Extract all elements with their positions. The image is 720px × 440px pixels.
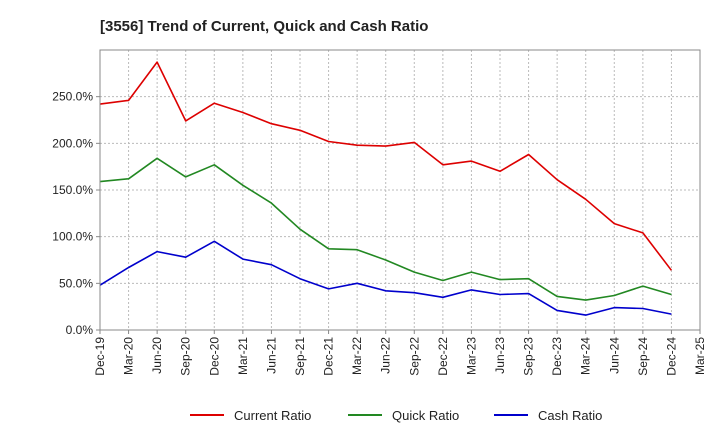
x-tick-label: Jun-21 <box>264 337 278 374</box>
x-tick-label: Sep-23 <box>522 337 536 376</box>
x-tick-label: Mar-20 <box>122 337 136 375</box>
x-tick-label: Mar-21 <box>236 337 250 375</box>
x-tick-label: Mar-25 <box>693 337 707 375</box>
chart-title: [3556] Trend of Current, Quick and Cash … <box>100 18 428 35</box>
y-tick-label: 200.0% <box>52 136 93 150</box>
series-line-cash-ratio <box>99 240 672 316</box>
y-axis: 0.0% 50.0% 100.0% 150.0% 200.0% 250.0% <box>52 90 100 337</box>
x-tick-label: Dec-22 <box>436 337 450 376</box>
x-tick-label: Dec-24 <box>664 337 678 376</box>
series-lines <box>99 61 673 316</box>
x-tick-label: Dec-19 <box>93 337 107 376</box>
grid <box>99 50 701 331</box>
y-tick-label: 250.0% <box>52 90 93 104</box>
x-tick-label: Jun-22 <box>379 337 393 374</box>
y-tick-label: 0.0% <box>66 323 94 337</box>
x-tick-label: Dec-23 <box>550 337 564 376</box>
y-tick-label: 150.0% <box>52 183 93 197</box>
x-tick-label: Sep-21 <box>293 337 307 376</box>
x-tick-label: Mar-23 <box>464 337 478 375</box>
x-axis: Dec-19 Mar-20 Jun-20 Sep-20 Dec-20 Mar-21 Jun-… <box>93 330 707 376</box>
x-tick-label: Jun-20 <box>150 337 164 374</box>
x-tick-label: Sep-20 <box>179 337 193 376</box>
x-tick-label: Mar-24 <box>579 337 593 375</box>
y-tick-label: 100.0% <box>52 230 93 244</box>
x-tick-label: Jun-23 <box>493 337 507 374</box>
series-line-current-ratio <box>99 61 673 271</box>
legend: Current Ratio Quick Ratio Cash Ratio <box>190 408 602 423</box>
x-tick-label: Jun-24 <box>607 337 621 374</box>
series-line-quick-ratio <box>99 157 672 301</box>
legend-label: Current Ratio <box>234 408 311 423</box>
x-tick-label: Mar-22 <box>350 337 364 375</box>
x-tick-label: Sep-22 <box>407 337 421 376</box>
legend-label: Cash Ratio <box>538 408 602 423</box>
legend-label: Quick Ratio <box>392 408 459 423</box>
x-tick-label: Sep-24 <box>636 337 650 376</box>
plot-frame <box>99 49 701 331</box>
y-tick-label: 50.0% <box>59 276 93 290</box>
x-tick-label: Dec-21 <box>322 337 336 376</box>
x-tick-label: Dec-20 <box>207 337 221 376</box>
